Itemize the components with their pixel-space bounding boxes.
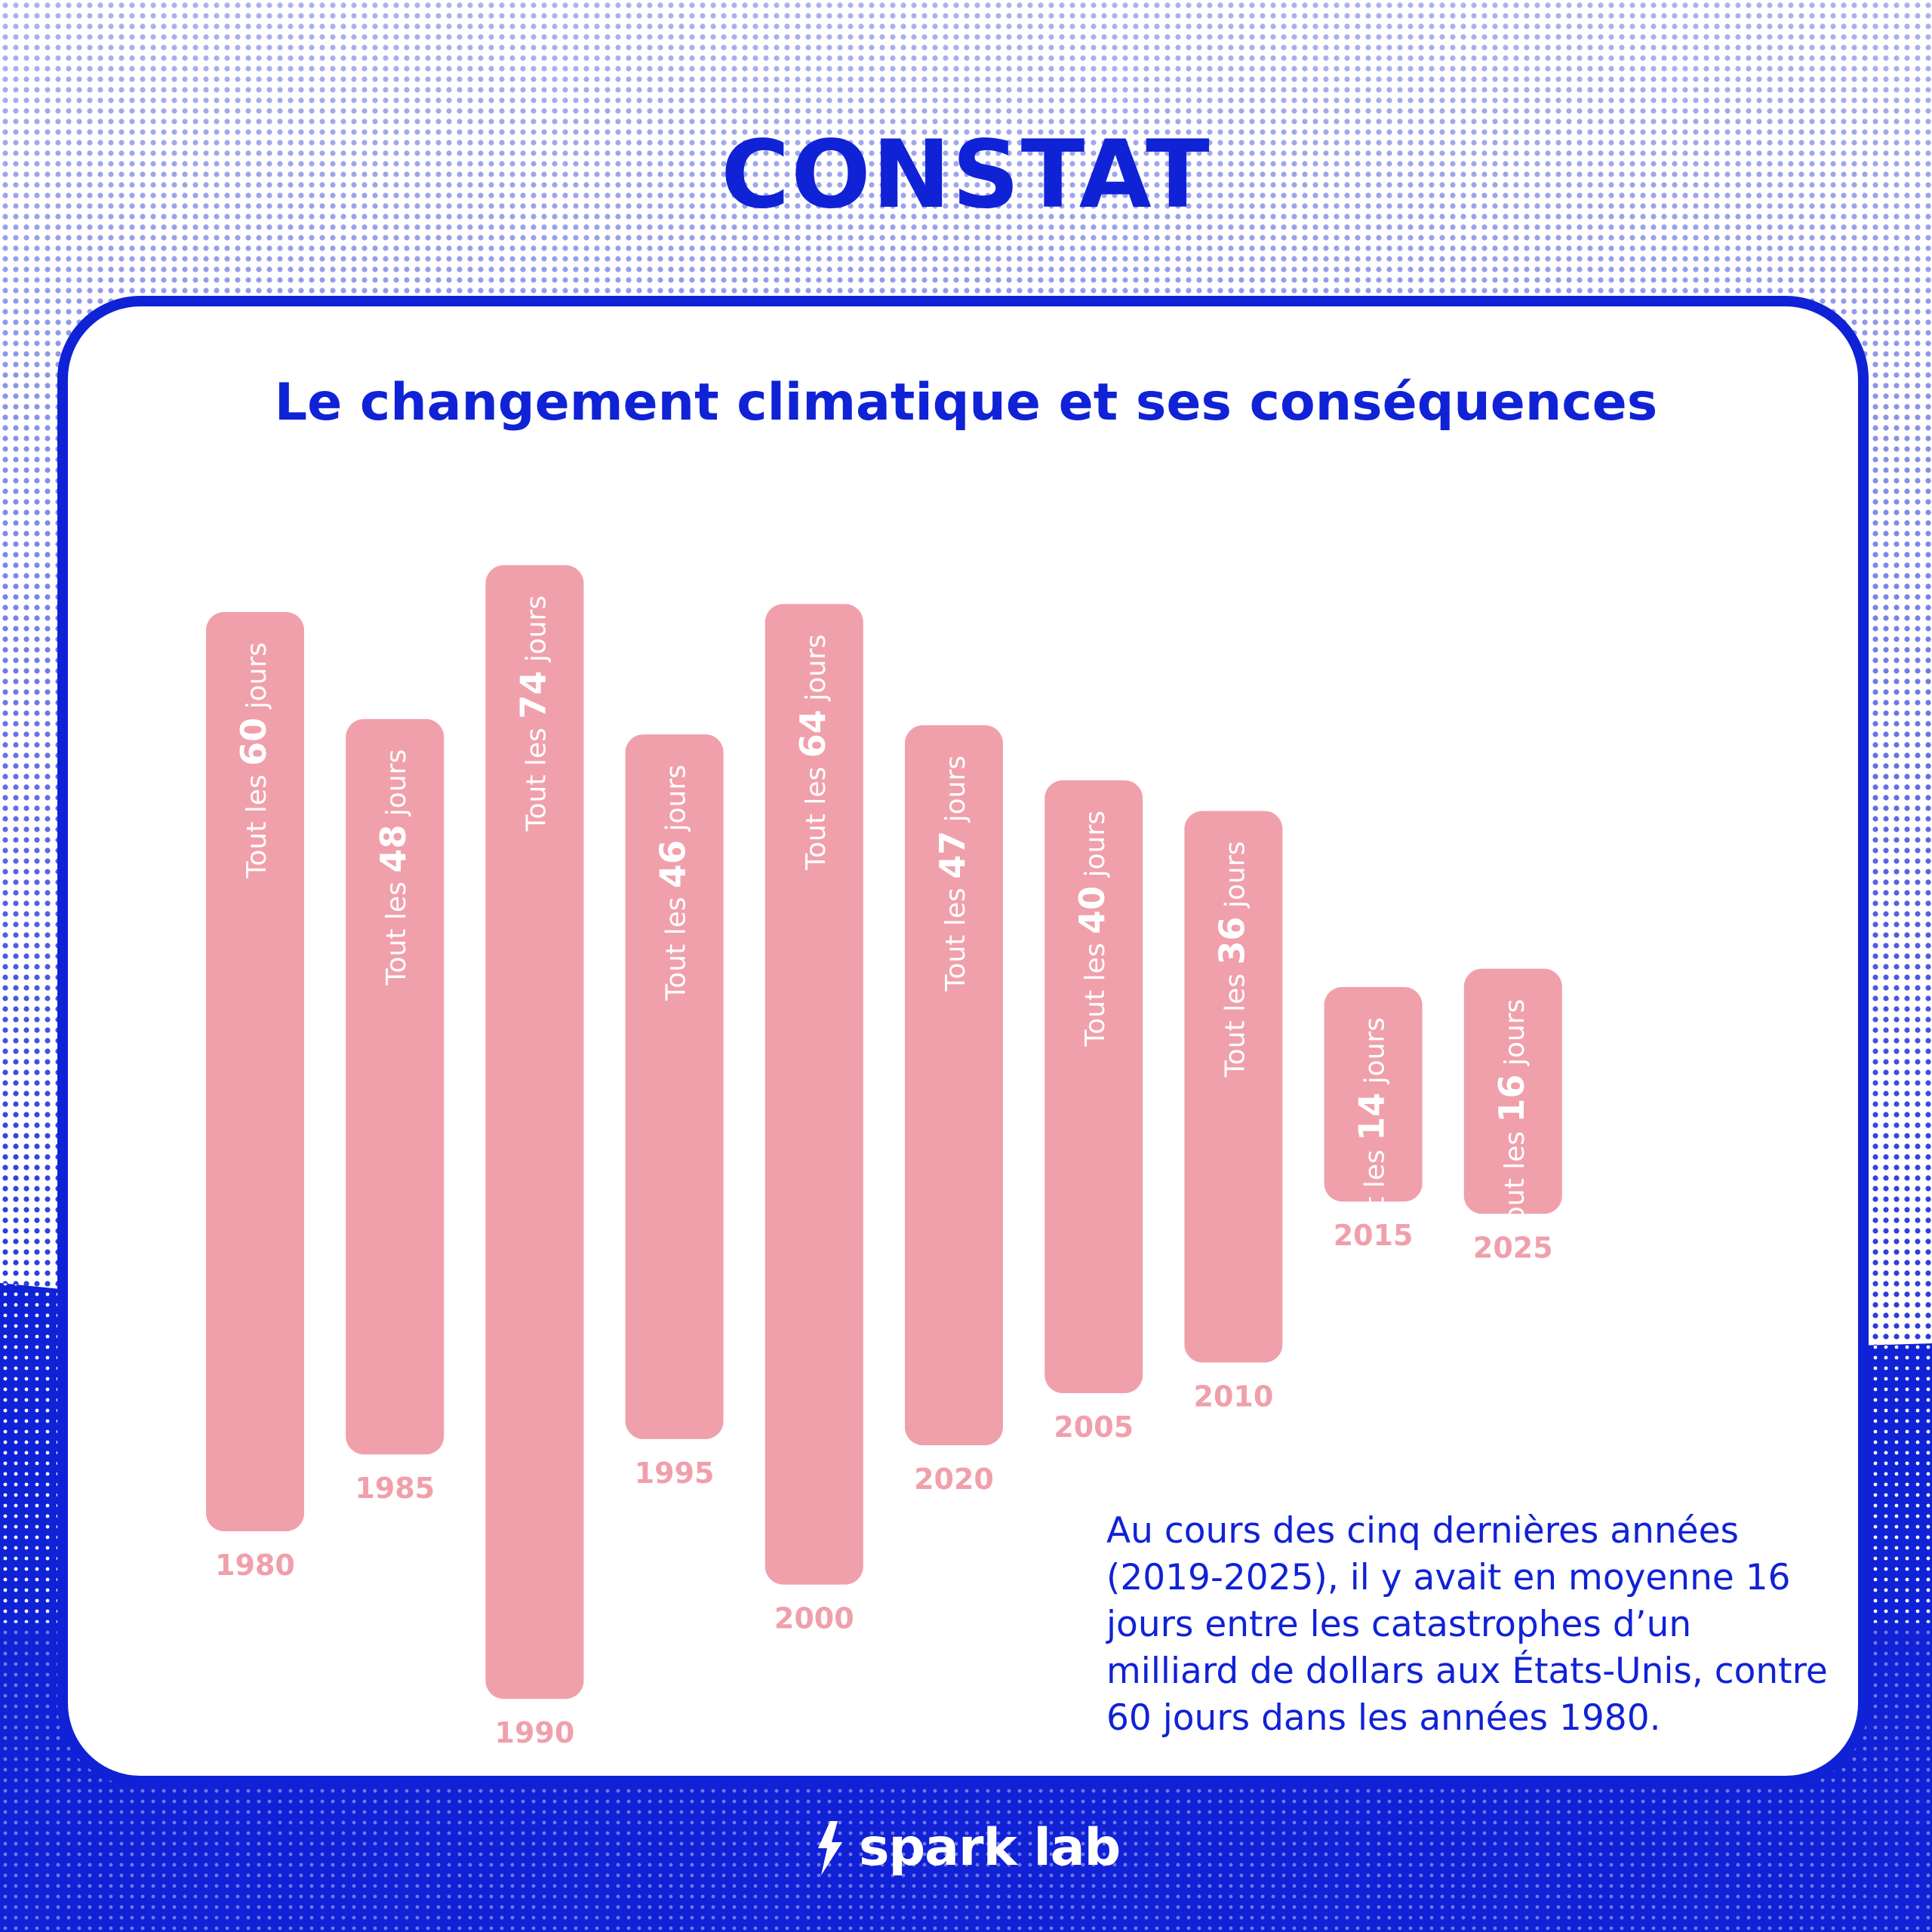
year-label-1995: 1995 — [635, 1457, 715, 1490]
bar-label-prefix: Tout les — [1360, 1141, 1391, 1254]
brand-logo: spark lab — [808, 1814, 1140, 1882]
year-label-2005: 2005 — [1054, 1411, 1134, 1444]
bar-1985 — [346, 718, 445, 1455]
bar-value-label: Tout les 14 jours — [1352, 1017, 1392, 1254]
year-label-2020: 2020 — [914, 1463, 994, 1496]
year-label-2010: 2010 — [1194, 1380, 1274, 1413]
bar-1995 — [625, 734, 724, 1439]
bar-label-prefix: Tout les — [801, 758, 832, 871]
bar-value: 74 — [512, 671, 553, 719]
bar-value: 14 — [1352, 1093, 1392, 1141]
bar-label-prefix: Tout les — [521, 719, 552, 832]
bar-value: 64 — [792, 709, 833, 758]
bar-label-suffix: jours — [1360, 1017, 1391, 1093]
bar-value-label: Tout les 64 jours — [792, 634, 833, 870]
bar-value: 16 — [1491, 1074, 1532, 1122]
bar-value-label: Tout les 40 jours — [1072, 811, 1112, 1047]
year-label-1985: 1985 — [355, 1472, 435, 1505]
bar-label-prefix: Tout les — [1080, 934, 1111, 1048]
year-label-1990: 1990 — [495, 1716, 575, 1749]
bar-1980 — [206, 612, 304, 1531]
bar-label-suffix: jours — [1500, 999, 1531, 1075]
year-label-1980: 1980 — [215, 1549, 295, 1582]
bar-value: 46 — [653, 840, 694, 888]
bar-label-suffix: jours — [242, 642, 272, 718]
bar-value-label: Tout les 47 jours — [932, 755, 973, 992]
bar-2010 — [1184, 811, 1283, 1363]
bar-label-suffix: jours — [1080, 811, 1111, 886]
chart-title: Le changement climatique et ses conséque… — [274, 373, 1658, 432]
bar-2025 — [1463, 968, 1562, 1214]
bar-label-suffix: jours — [661, 764, 692, 840]
bar-value: 36 — [1211, 916, 1252, 964]
bar-1990 — [485, 565, 584, 1700]
bar-label-prefix: Tout les — [661, 888, 692, 1001]
year-label-2025: 2025 — [1473, 1231, 1553, 1264]
bar-label-suffix: jours — [521, 595, 552, 671]
bar-2005 — [1044, 780, 1143, 1393]
page-title: CONSTAT — [721, 121, 1211, 229]
bar-label-prefix: Tout les — [940, 879, 971, 992]
summary-note: Au cours des cinq dernières années (2019… — [1106, 1510, 1828, 1739]
bar-value-label: Tout les 74 jours — [512, 595, 553, 832]
bar-value: 40 — [1072, 886, 1112, 934]
bar-value: 60 — [233, 718, 274, 766]
bar-value: 47 — [932, 831, 973, 879]
bar-label-prefix: Tout les — [1220, 964, 1251, 1078]
bar-value-label: Tout les 16 jours — [1491, 999, 1532, 1235]
bar-label-prefix: Tout les — [242, 766, 272, 879]
year-label-2000: 2000 — [774, 1602, 854, 1635]
bar-value-label: Tout les 60 jours — [233, 642, 274, 878]
bar-label-suffix: jours — [381, 749, 412, 825]
brand-name: spark lab — [859, 1818, 1121, 1878]
year-label-2015: 2015 — [1334, 1219, 1414, 1252]
bar-value: 48 — [373, 825, 414, 873]
bar-value-label: Tout les 48 jours — [373, 749, 414, 986]
bar-label-prefix: Tout les — [1500, 1122, 1531, 1235]
bar-label-suffix: jours — [1220, 841, 1251, 917]
bar-value-label: Tout les 46 jours — [653, 764, 694, 1001]
bar-2015 — [1324, 986, 1423, 1202]
spark-bolt-icon — [818, 1821, 842, 1875]
bar-label-suffix: jours — [801, 634, 832, 709]
bar-2020 — [905, 724, 1003, 1446]
bar-label-suffix: jours — [940, 755, 971, 831]
bar-label-prefix: Tout les — [381, 873, 412, 986]
bar-value-label: Tout les 36 jours — [1211, 841, 1252, 1078]
bar-2000 — [764, 604, 863, 1585]
